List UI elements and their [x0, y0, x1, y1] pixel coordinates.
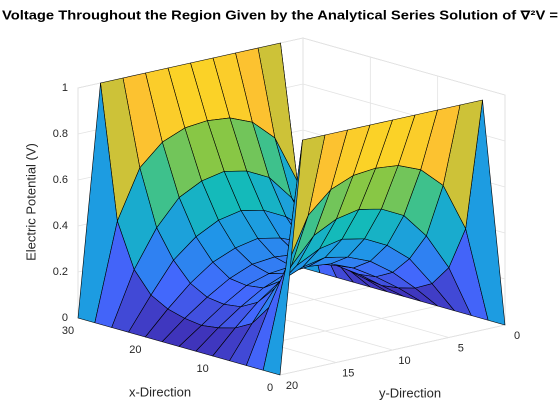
y-axis-label: y-Direction [379, 385, 441, 400]
y-tick-label: 0 [514, 330, 520, 342]
z-tick-label: 0.6 [53, 174, 68, 186]
z-tick-label: 0 [62, 312, 68, 324]
z-tick-label: 0.4 [53, 220, 68, 232]
grid-line [302, 37, 506, 96]
z-axis-label: Electric Potential (V) [23, 143, 38, 261]
x-tick-label: 0 [267, 382, 273, 394]
y-tick-label: 20 [286, 380, 298, 392]
z-tick-label: 0.2 [53, 266, 68, 278]
x-tick-label: 10 [197, 363, 209, 375]
surface-patch [262, 139, 303, 376]
y-tick-label: 5 [458, 342, 464, 354]
y-tick-label: 10 [398, 355, 410, 367]
z-tick-label: 1 [62, 82, 68, 94]
x-tick-label: 20 [129, 344, 141, 356]
z-tick-label: 0.8 [53, 128, 68, 140]
chart-title: Voltage Throughout the Region Given by t… [2, 8, 558, 22]
surface [77, 42, 506, 376]
x-tick-label: 30 [62, 325, 74, 337]
x-axis-label: x-Direction [129, 384, 191, 399]
y-tick-label: 15 [342, 367, 354, 379]
